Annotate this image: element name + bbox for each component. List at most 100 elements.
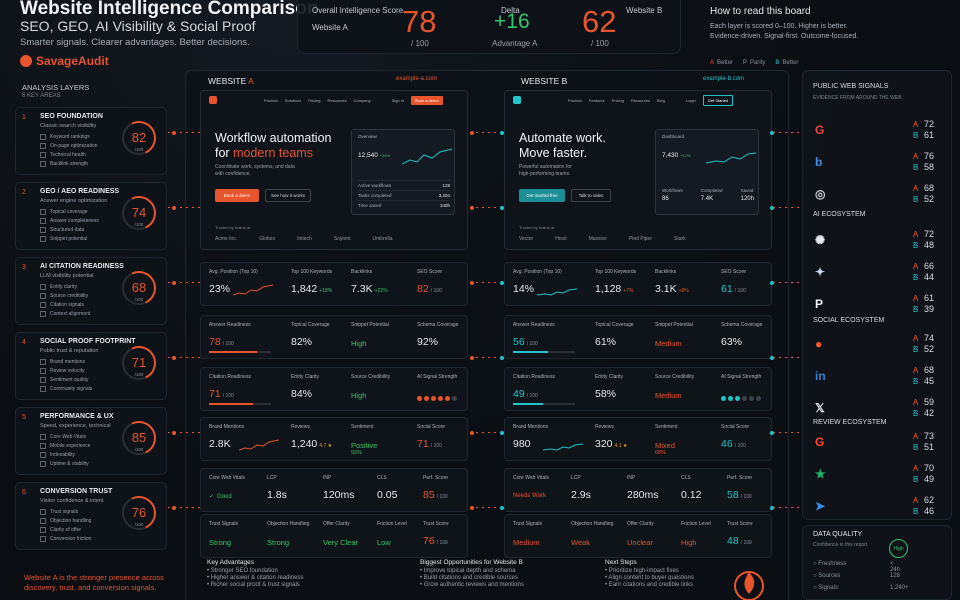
advantages-title: Key Advantages [207, 559, 254, 566]
site-nav-item[interactable]: Blog [656, 97, 665, 103]
site-b-sales-button[interactable]: Talk to sales [571, 189, 611, 202]
connector-line [470, 132, 504, 133]
signal-item[interactable]: G A 73 B 51 [813, 430, 943, 454]
connector-dot [500, 355, 504, 360]
metric-value: 2.9s [571, 489, 591, 501]
signal-item[interactable]: ➤ A 62 B 46 [813, 494, 943, 518]
signal-score-b: B 49 [913, 474, 934, 484]
site-nav-item[interactable]: Product [264, 97, 278, 103]
signal-score-a: A 62 [913, 495, 934, 505]
layer-score-per: /100 [134, 372, 144, 377]
metric-value: 82% [291, 336, 330, 348]
site-nav-item[interactable]: Book a demo [410, 95, 443, 105]
metric-cell: Objection Handling Weak [571, 521, 613, 547]
site-a-demo-button[interactable]: Book a demo [215, 189, 259, 202]
signal-item[interactable]: b A 76 B 58 [813, 150, 943, 174]
site-nav-item[interactable]: Resources [630, 97, 650, 103]
signal-item[interactable]: P A 61 B 39 [813, 292, 943, 316]
site-a-how-button[interactable]: See how it works [265, 189, 311, 202]
signal-item[interactable]: ◎ A 68 B 52 [813, 182, 943, 206]
layer-checklist: Entity clarity Source credibility Citation… [40, 283, 90, 319]
signal-letter-b: B [913, 377, 919, 386]
metric-label: Objection Handling [267, 521, 310, 527]
metric-cell: LCP 1.8s [267, 475, 287, 501]
metric-number: High [351, 391, 367, 400]
customer-logo: Stark [674, 236, 686, 242]
site-b-headline-1: Automate work. [519, 131, 606, 145]
signal-item[interactable]: 𝕏 A 59 B 42 [813, 396, 943, 420]
signal-score-a: A 68 [913, 365, 934, 375]
signal-item[interactable]: ✦ A 66 B 44 [813, 260, 943, 284]
site-b-subtext: Powerful automation for high-performing t… [519, 164, 572, 178]
signal-letter-a: A [913, 184, 919, 193]
connector-dot [172, 505, 176, 510]
layer-card[interactable]: 3 AI CITATION READINESS LLM visibility pot… [15, 257, 167, 325]
metric-cell: Offer Clarity Unclear [627, 521, 654, 547]
metric-number: 71 [417, 438, 429, 450]
metric-cell: Topical Coverage 82% [291, 322, 330, 348]
legend-a-text: Better [717, 60, 734, 66]
site-b-start-button[interactable]: Get started free [519, 189, 565, 202]
metric-cell: INP 120ms [323, 475, 355, 501]
metric-delta: 4.1 ★ [614, 443, 628, 449]
metric-value: 61% [595, 336, 634, 348]
signal-item[interactable]: ★ A 70 B 49 [813, 462, 943, 486]
signal-letter-b: B [913, 507, 919, 516]
metric-label: Social Score [417, 424, 446, 430]
metric-number: Mixed [655, 441, 676, 450]
signal-item[interactable]: in A 68 B 45 [813, 364, 943, 388]
layer-check-item: Context alignment [40, 310, 90, 319]
metric-label: Trust Signals [513, 521, 542, 527]
site-nav-item[interactable]: Resources [327, 97, 347, 103]
metric-cell: Backlinks 7.3K +22% [351, 269, 388, 295]
metric-cell: Snippet Potential High [351, 322, 389, 348]
site-nav-item[interactable]: Solutions [284, 97, 302, 103]
site-nav-item[interactable]: Product [568, 97, 582, 103]
signal-score-a: A 66 [913, 261, 934, 271]
signal-dot [452, 396, 457, 401]
metric-label: Core Web Vitals [209, 475, 245, 481]
site-b-url[interactable]: example-b.com [703, 76, 745, 82]
layer-title: AI CITATION READINESS [40, 263, 124, 270]
layer-subtitle: Speed, experience, technical [40, 423, 111, 429]
signal-value-a: 68 [924, 183, 935, 193]
metric-label: Answer Readiness [209, 322, 251, 328]
brand-logo: SavageAudit [20, 54, 109, 68]
layer-card[interactable]: 1 SEO FOUNDATION Classic search visibility… [15, 107, 167, 175]
site-nav-item[interactable]: Get Started [702, 94, 734, 106]
site-b-dash-chart [706, 152, 756, 164]
layer-checklist: Core Web Vitals Mobile experience Indexabi… [40, 433, 91, 469]
layer-card[interactable]: 4 SOCIAL PROOF FOOTPRINT Public trust & re… [15, 332, 167, 400]
site-nav-item[interactable]: Login [685, 97, 696, 103]
layer-card[interactable]: 6 CONVERSION TRUST Visitor confidence & in… [15, 482, 167, 550]
layer-title: GEO / AEO READINESS [40, 188, 120, 195]
layer-card[interactable]: 5 PERFORMANCE & UX Speed, experience, tech… [15, 407, 167, 475]
signal-dot [735, 396, 740, 401]
layer-card[interactable]: 2 GEO / AEO READINESS Answer engine optimi… [15, 182, 167, 250]
metric-number: 76 [423, 535, 435, 547]
layer-check-item: Conversion friction [40, 535, 91, 544]
signal-item[interactable]: ● A 74 B 52 [813, 332, 943, 356]
site-nav-item[interactable]: Pricing [308, 97, 321, 103]
metric-number: 48 [727, 535, 739, 547]
site-a-url[interactable]: example-a.com [396, 76, 438, 82]
signal-letter-b: B [913, 163, 919, 172]
signal-item[interactable]: G A 72 B 61 [813, 118, 943, 142]
site-a-nav: Product Solutions Pricing Resources Company S… [201, 91, 467, 109]
metric-label: Friction Level [377, 521, 407, 527]
signal-item[interactable]: ✺ A 72 B 48 [813, 228, 943, 252]
signal-letter-b: B [913, 273, 919, 282]
metric-value: 63% [721, 336, 762, 348]
site-nav-item[interactable]: Features [588, 97, 605, 103]
connector-dot [172, 430, 176, 435]
score-b-label: Website B [626, 6, 663, 15]
metric-cell: Snippet Potential Medium [655, 322, 693, 348]
quality-row: ○ Signals 1,240+ [813, 585, 909, 591]
site-nav-item[interactable]: Company [353, 97, 371, 103]
metric-number: High [681, 538, 697, 547]
site-nav-item[interactable]: Sign in [391, 97, 404, 103]
dash-row-value: 340h [439, 203, 450, 208]
site-nav-item[interactable]: Pricing [611, 97, 624, 103]
layer-score-per: /100 [134, 447, 144, 452]
metric-label: Reviews [595, 424, 614, 430]
